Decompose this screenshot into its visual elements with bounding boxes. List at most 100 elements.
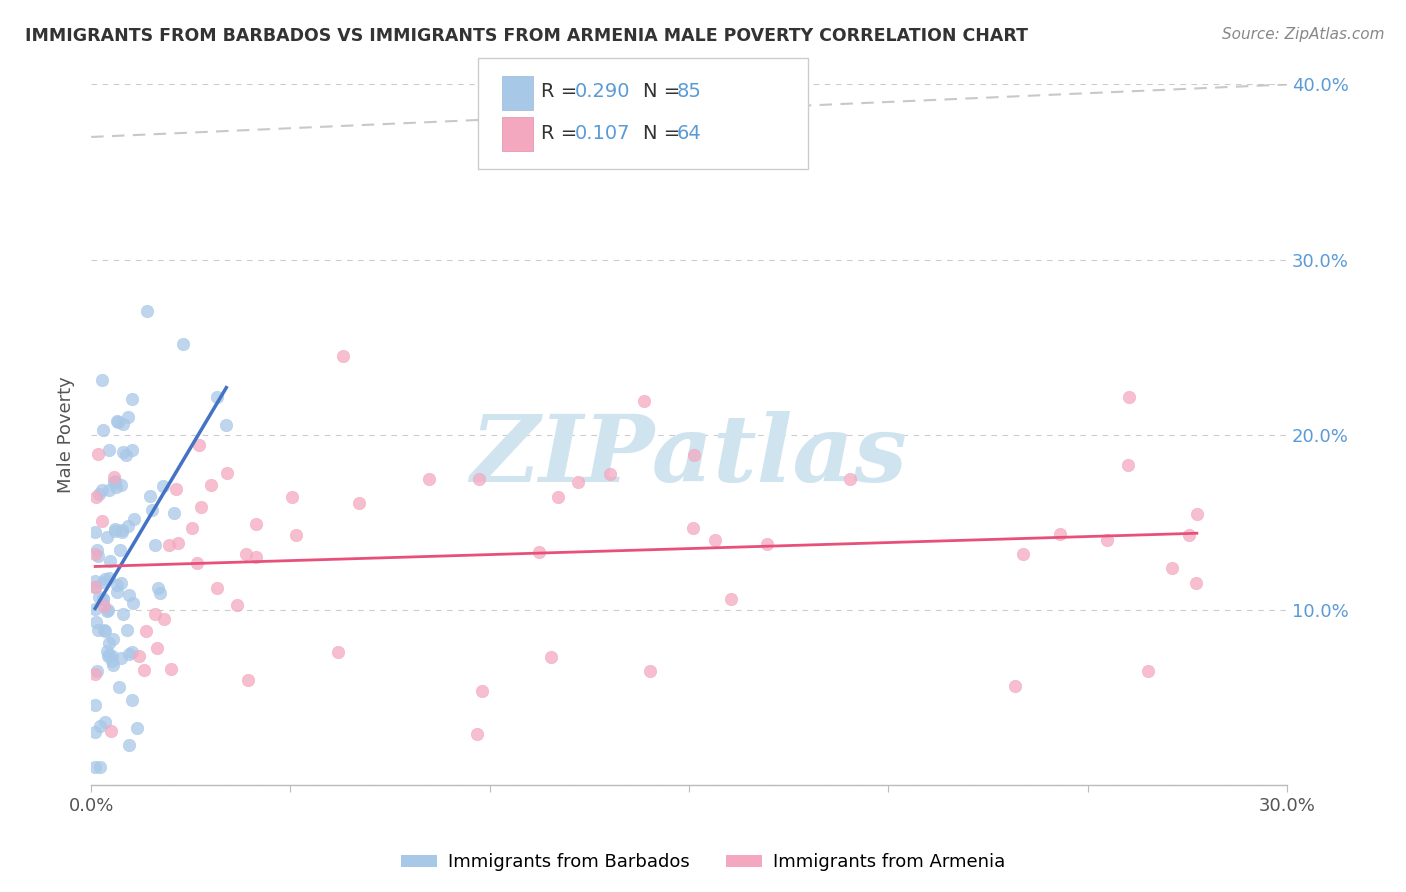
- Point: [91, 591, 114, 606]
- Point: [188, 438, 211, 452]
- Point: [121, 392, 143, 406]
- Point: [98, 554, 121, 568]
- Point: [1136, 664, 1159, 678]
- Point: [146, 581, 169, 595]
- Point: [86, 664, 108, 678]
- Point: [107, 415, 129, 429]
- Point: [87, 549, 110, 564]
- Point: [143, 538, 166, 552]
- Point: [104, 474, 127, 488]
- Point: [97, 602, 120, 616]
- Point: [281, 490, 304, 504]
- Point: [118, 588, 141, 602]
- Point: [245, 550, 267, 565]
- Point: [128, 648, 150, 663]
- Point: [105, 414, 128, 428]
- Point: [89, 487, 111, 501]
- Point: [110, 650, 132, 665]
- Point: [110, 478, 132, 492]
- Text: R =: R =: [541, 124, 583, 144]
- Point: [135, 624, 157, 638]
- Point: [117, 409, 139, 424]
- Point: [96, 530, 118, 544]
- Point: [1004, 679, 1026, 693]
- Point: [91, 373, 114, 387]
- Point: [87, 447, 110, 461]
- Point: [104, 522, 127, 536]
- Point: [117, 518, 139, 533]
- Point: [103, 470, 125, 484]
- Point: [529, 545, 551, 559]
- Point: [100, 724, 122, 739]
- Point: [118, 738, 141, 752]
- Point: [157, 538, 180, 552]
- Point: [567, 475, 589, 489]
- Point: [97, 443, 120, 458]
- Point: [205, 390, 228, 404]
- Point: [84, 602, 107, 616]
- Point: [91, 514, 114, 528]
- Text: ZIPatlas: ZIPatlas: [471, 410, 908, 500]
- Point: [93, 624, 115, 638]
- Point: [101, 654, 124, 668]
- Point: [245, 516, 267, 531]
- Point: [540, 650, 562, 665]
- Point: [93, 599, 115, 613]
- Text: N =: N =: [643, 124, 686, 144]
- Point: [599, 467, 621, 482]
- Point: [153, 612, 176, 626]
- Point: [89, 718, 111, 732]
- Point: [97, 648, 120, 663]
- Point: [1185, 576, 1208, 591]
- Point: [471, 684, 494, 698]
- Text: 0.107: 0.107: [575, 124, 630, 144]
- Point: [1185, 507, 1208, 521]
- Text: N =: N =: [643, 82, 686, 102]
- Point: [683, 448, 706, 462]
- Point: [110, 576, 132, 591]
- Point: [236, 673, 259, 687]
- Point: [97, 648, 120, 662]
- Point: [121, 645, 143, 659]
- Point: [145, 640, 167, 655]
- Point: [93, 714, 115, 729]
- Point: [90, 483, 112, 498]
- Text: 0.290: 0.290: [575, 82, 630, 102]
- Point: [465, 727, 488, 741]
- Point: [105, 585, 128, 599]
- Point: [143, 607, 166, 621]
- Point: [103, 524, 125, 539]
- Point: [163, 506, 186, 520]
- Point: [180, 521, 202, 535]
- Point: [97, 483, 120, 497]
- Point: [755, 537, 778, 551]
- Point: [84, 524, 107, 539]
- Point: [190, 500, 212, 514]
- Point: [121, 443, 143, 458]
- Point: [91, 592, 114, 607]
- Point: [127, 721, 149, 735]
- Point: [105, 480, 128, 494]
- Point: [84, 725, 107, 739]
- Point: [186, 557, 208, 571]
- Point: [347, 496, 370, 510]
- Point: [98, 571, 121, 585]
- Text: R =: R =: [541, 82, 583, 102]
- Text: 85: 85: [676, 82, 702, 102]
- Point: [467, 472, 489, 486]
- Point: [84, 580, 107, 594]
- Point: [121, 596, 143, 610]
- Point: [332, 349, 354, 363]
- Point: [86, 543, 108, 558]
- Point: [638, 664, 661, 678]
- Point: [111, 607, 134, 621]
- Point: [108, 543, 131, 558]
- Point: [1116, 458, 1139, 473]
- Point: [167, 536, 190, 550]
- Point: [89, 760, 111, 774]
- Point: [115, 448, 138, 462]
- Point: [165, 482, 187, 496]
- Point: [205, 581, 228, 595]
- Point: [226, 598, 249, 612]
- Point: [132, 663, 155, 677]
